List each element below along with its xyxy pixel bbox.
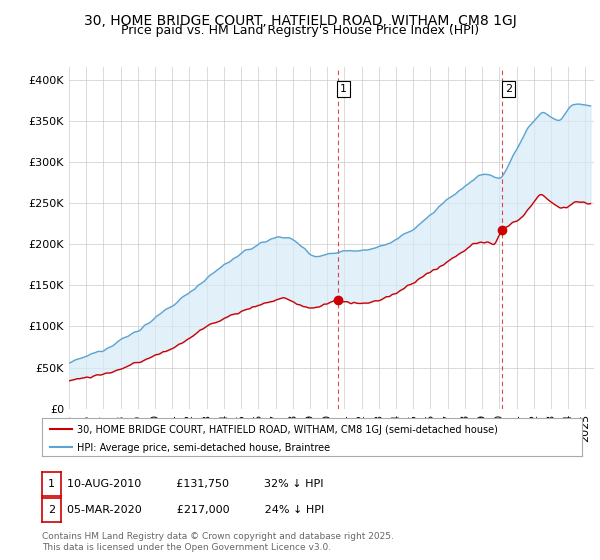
Text: 30, HOME BRIDGE COURT, HATFIELD ROAD, WITHAM, CM8 1GJ (semi-detached house): 30, HOME BRIDGE COURT, HATFIELD ROAD, WI… [77,424,498,435]
Text: 2: 2 [505,84,512,94]
Text: 2: 2 [48,505,55,515]
Text: 30, HOME BRIDGE COURT, HATFIELD ROAD, WITHAM, CM8 1GJ: 30, HOME BRIDGE COURT, HATFIELD ROAD, WI… [83,14,517,28]
Text: Contains HM Land Registry data © Crown copyright and database right 2025.
This d: Contains HM Land Registry data © Crown c… [42,532,394,552]
Text: 1: 1 [48,479,55,489]
Text: 10-AUG-2010          £131,750          32% ↓ HPI: 10-AUG-2010 £131,750 32% ↓ HPI [67,479,324,489]
Text: HPI: Average price, semi-detached house, Braintree: HPI: Average price, semi-detached house,… [77,442,330,452]
Text: Price paid vs. HM Land Registry's House Price Index (HPI): Price paid vs. HM Land Registry's House … [121,24,479,37]
Text: 1: 1 [340,84,347,94]
Text: 05-MAR-2020          £217,000          24% ↓ HPI: 05-MAR-2020 £217,000 24% ↓ HPI [67,505,325,515]
